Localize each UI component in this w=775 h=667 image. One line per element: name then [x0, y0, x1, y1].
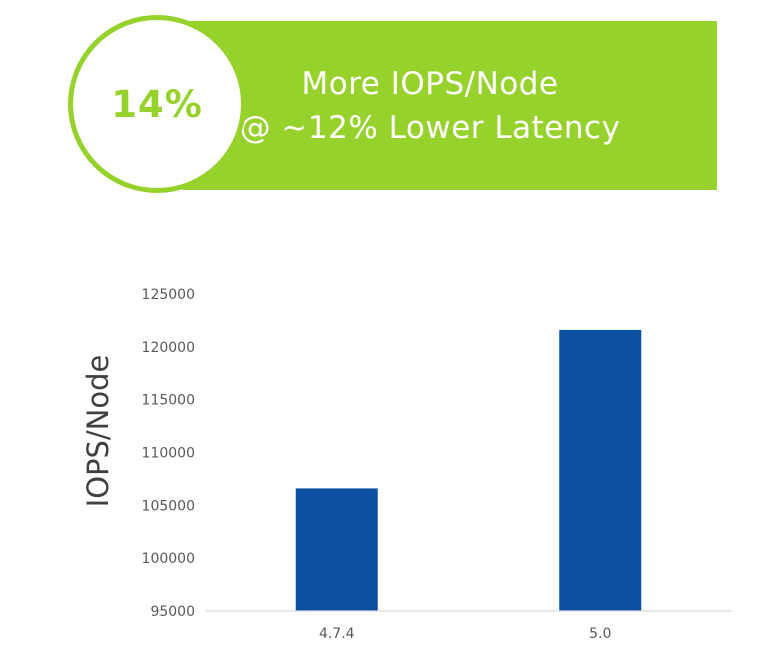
y-tick-label: 115000	[142, 393, 195, 409]
y-tick-label: 110000	[142, 446, 195, 462]
y-tick-label: 100000	[142, 551, 195, 567]
x-tick-label: 4.7.4	[319, 626, 355, 642]
percent-badge: 14%	[68, 15, 246, 193]
percent-badge-value: 14%	[111, 82, 203, 126]
y-tick-label: 95000	[150, 604, 195, 620]
y-tick-label: 120000	[142, 340, 195, 356]
y-tick-label: 105000	[142, 498, 195, 514]
bar-5-0	[559, 329, 642, 611]
y-tick-label: 125000	[142, 287, 195, 303]
bar-4-7-4	[295, 488, 378, 611]
x-tick-label: 5.0	[589, 626, 611, 642]
y-axis-label: IOPS/Node	[81, 355, 115, 508]
headline-line-1: More IOPS/Node	[301, 65, 559, 102]
headline-banner: More IOPS/Node @ ~12% Lower Latency	[183, 21, 717, 190]
headline-text: More IOPS/Node @ ~12% Lower Latency	[183, 21, 717, 190]
headline-line-2: @ ~12% Lower Latency	[239, 109, 621, 146]
